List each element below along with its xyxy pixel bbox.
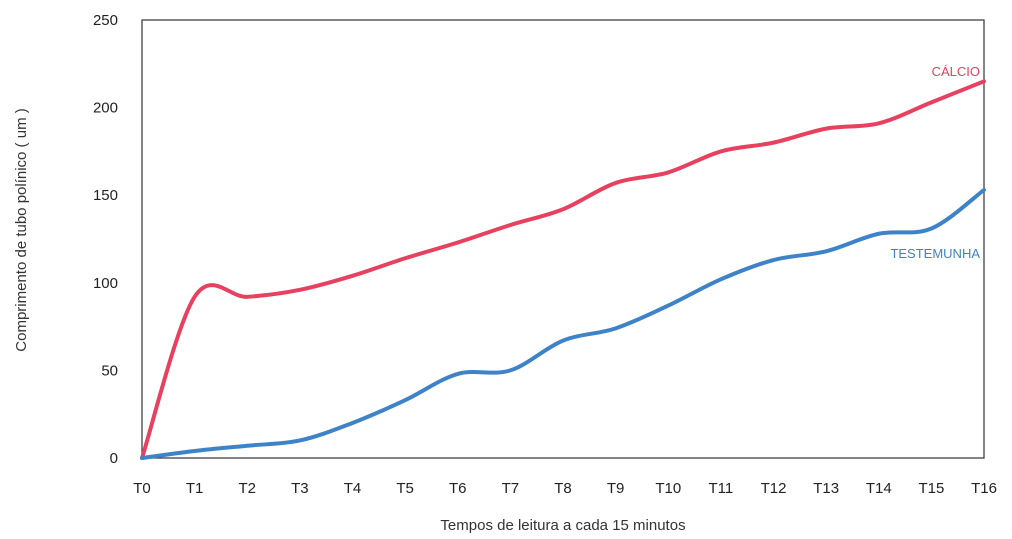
- series-lines: [140, 79, 986, 460]
- x-tick-label: T0: [133, 480, 151, 497]
- x-tick-label: T10: [655, 480, 681, 497]
- x-tick-label: T2: [238, 480, 256, 497]
- y-tick-label: 100: [93, 275, 118, 292]
- x-tick-label: T8: [554, 480, 572, 497]
- series-line-calcio: [140, 79, 986, 460]
- x-tick-label: T16: [971, 480, 997, 497]
- x-tick-label: T14: [866, 480, 892, 497]
- x-tick-label: T1: [186, 480, 204, 497]
- x-tick-label: T5: [396, 480, 414, 497]
- series-label-testemunha: TESTEMUNHA: [890, 246, 980, 261]
- plot-frame: [141, 19, 985, 459]
- x-tick-label: T4: [344, 480, 362, 497]
- x-tick-label: T12: [761, 480, 787, 497]
- x-tick-label: T7: [502, 480, 520, 497]
- y-tick-label: 0: [110, 450, 118, 467]
- x-axis-title: Tempos de leitura a cada 15 minutos: [440, 517, 685, 534]
- y-tick-label: 250: [93, 12, 118, 29]
- y-axis-ticks: 0 50 100 150 200 250: [93, 12, 118, 467]
- x-axis-ticks: T0 T1 T2 T3 T4 T5 T6 T7 T8 T9 T10 T11 T12 T13 T14 T15 T1…: [133, 480, 997, 497]
- x-tick-label: T3: [291, 480, 309, 497]
- x-tick-label: T15: [918, 480, 944, 497]
- x-tick-label: T6: [449, 480, 467, 497]
- x-tick-label: T13: [813, 480, 839, 497]
- y-tick-label: 150: [93, 187, 118, 204]
- y-axis-title: Comprimento de tubo polínico ( um ): [13, 108, 30, 351]
- y-tick-label: 200: [93, 100, 118, 117]
- x-tick-label: T9: [607, 480, 625, 497]
- series-line-testemunha: [140, 187, 986, 460]
- x-tick-label: T11: [709, 480, 734, 497]
- y-tick-label: 50: [101, 362, 118, 379]
- series-label-calcio: CÁLCIO: [932, 64, 980, 79]
